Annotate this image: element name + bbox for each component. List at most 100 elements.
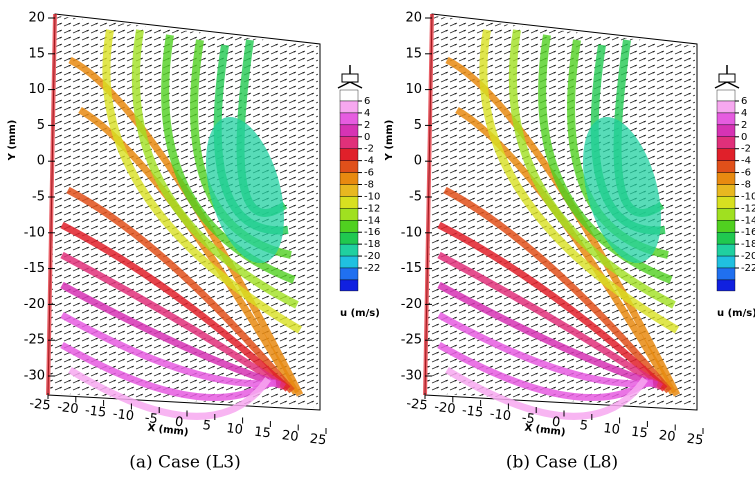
colorbar-label: -8	[741, 180, 751, 191]
x-tick-label: -5	[521, 411, 536, 427]
x-tick-label: 0	[174, 415, 184, 431]
x-tick-label: -15	[461, 403, 484, 420]
colorbar-block	[716, 172, 736, 185]
isosurface-band	[60, 251, 286, 390]
y-tick-label: 5	[414, 118, 422, 133]
colorbar-label: -20	[364, 251, 380, 262]
x-tick-label: -10	[112, 407, 135, 424]
colorbar-label: -12	[364, 203, 380, 214]
colorbar-label: 2	[741, 120, 747, 131]
colorbar-block	[716, 160, 736, 173]
x-tick-label: -15	[84, 403, 107, 420]
colorbar-label: -14	[364, 215, 380, 226]
colorbar-label: -8	[364, 180, 374, 191]
colorbar-block	[339, 220, 359, 233]
axis-triad-base	[718, 73, 736, 83]
colorbar-label: -4	[741, 156, 751, 167]
x-tick-label: 0	[551, 415, 561, 431]
colorbar-block	[716, 184, 736, 197]
y-tick-label: -10	[24, 225, 45, 240]
isosurface-band	[68, 56, 304, 397]
axis-triad-base	[341, 73, 359, 83]
y-axis-label: Y (mm)	[7, 120, 18, 162]
y-tick-label: 10	[28, 82, 45, 97]
colorbar-block	[339, 89, 359, 102]
colorbar-label: 6	[364, 96, 370, 107]
colorbar-block	[716, 148, 736, 161]
x-tick-label: 10	[602, 421, 620, 438]
colorbar-label: -22	[741, 263, 755, 274]
colorbar-block	[339, 267, 359, 281]
y-axis-label: Y (mm)	[384, 120, 395, 162]
y-tick-label: 10	[405, 82, 422, 97]
x-tick-label: -20	[433, 400, 456, 417]
colorbar-block	[339, 255, 359, 269]
colorbar-label: -6	[364, 168, 374, 179]
colorbar-block	[716, 208, 736, 221]
x-tick-label: 20	[281, 428, 299, 445]
colorbar-label: -16	[364, 227, 380, 238]
colorbar-block	[339, 172, 359, 185]
colorbar-label: -4	[364, 156, 374, 167]
colorbar-title: u (m/s)	[340, 308, 380, 319]
isosurface-band	[443, 186, 672, 394]
x-tick-label: -25	[29, 396, 52, 413]
colorbar-title: u (m/s)	[717, 308, 755, 319]
colorbar-block	[339, 232, 359, 245]
y-tick-label: 15	[405, 46, 422, 61]
colorbar-label: -18	[364, 239, 380, 250]
y-tick-label: -15	[24, 261, 45, 276]
colorbar-block	[716, 136, 736, 149]
colorbar-block	[716, 112, 736, 126]
y-tick-label: -25	[401, 333, 422, 348]
x-tick-label: 25	[686, 432, 704, 449]
colorbar-label: -12	[741, 203, 755, 214]
caption: (a) Case (L3)	[129, 453, 241, 473]
x-tick-label: 25	[309, 432, 327, 449]
isosurface-core	[583, 116, 661, 264]
colorbar-block	[716, 232, 736, 245]
colorbar-label: -10	[364, 191, 380, 202]
y-tick-label: 0	[37, 154, 45, 169]
isosurface-band	[437, 311, 654, 388]
isosurface-band	[102, 29, 303, 334]
x-axis-label: X (mm)	[524, 423, 566, 439]
y-tick-label: -20	[24, 297, 45, 312]
y-tick-label: 20	[28, 11, 45, 26]
x-tick-label: 20	[658, 428, 676, 445]
colorbar-block	[716, 220, 736, 233]
y-tick-label: -5	[32, 190, 45, 205]
y-tick-label: 0	[414, 154, 422, 169]
colorbar-label: 4	[741, 108, 747, 119]
y-tick-label: -30	[24, 369, 45, 384]
y-tick-label: 20	[405, 11, 422, 26]
colorbar-label: -20	[741, 251, 755, 262]
isosurface-band	[60, 281, 282, 389]
x-tick-label: 5	[579, 418, 589, 434]
colorbar-block	[716, 243, 736, 257]
domain-edge	[46, 13, 57, 396]
colorbar-block	[716, 124, 736, 137]
x-tick-label: 15	[253, 425, 271, 442]
colorbar-block	[339, 243, 359, 257]
y-tick-label: -5	[409, 190, 422, 205]
y-tick-label: -10	[401, 225, 422, 240]
colorbar-label: -18	[741, 239, 755, 250]
colorbar-block	[339, 208, 359, 221]
x-tick-label: -10	[489, 407, 512, 424]
y-tick-label: -30	[401, 369, 422, 384]
x-tick-label: 15	[630, 425, 648, 442]
y-tick-label: 5	[37, 118, 45, 133]
x-tick-label: 5	[202, 418, 212, 434]
colorbar-label: 6	[741, 96, 747, 107]
x-tick-label: 10	[225, 421, 243, 438]
x-tick-label: -20	[56, 400, 79, 417]
colorbar-label: 2	[364, 120, 370, 131]
colorbar-label: -6	[741, 168, 751, 179]
isosurface-core	[206, 116, 284, 264]
colorbar-label: -14	[741, 215, 755, 226]
colorbar-block	[716, 255, 736, 269]
colorbar-block	[339, 100, 359, 114]
isosurface-band	[437, 281, 659, 389]
